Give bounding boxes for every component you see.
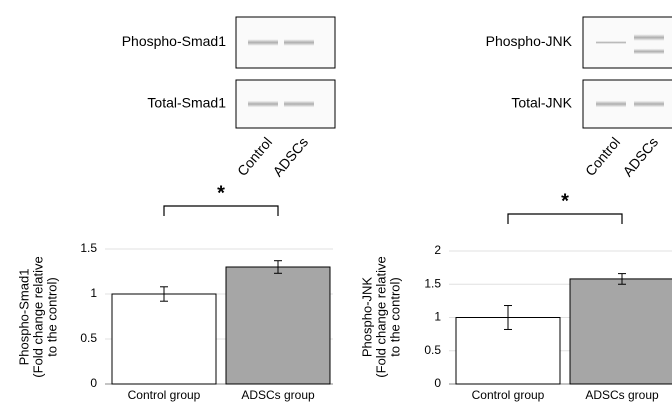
blot-label: Total-Smad1 <box>147 95 226 111</box>
blot-band <box>248 101 278 108</box>
significance-bracket <box>164 206 278 216</box>
significance-bracket <box>508 214 622 224</box>
y-axis-label: (Fold change relative <box>373 256 388 377</box>
bar <box>570 279 672 384</box>
y-tick-label: 1 <box>90 286 97 300</box>
y-axis-label: Phospho-JNK <box>359 277 374 358</box>
lane-label: ADSCs <box>269 134 311 179</box>
blot-band <box>634 34 664 41</box>
x-tick-label: ADSCs group <box>241 388 315 402</box>
y-axis-label: to the control) <box>387 277 402 357</box>
y-axis-label: to the control) <box>44 277 59 357</box>
y-tick-label: 1.5 <box>424 276 441 290</box>
blot-band <box>634 101 664 108</box>
blot-band <box>634 49 664 55</box>
y-tick-label: 1.5 <box>80 241 97 255</box>
x-tick-label: Control group <box>472 388 545 402</box>
lane-label: Control <box>234 134 275 179</box>
y-tick-label: 0.5 <box>80 331 97 345</box>
y-tick-label: 0 <box>434 376 441 390</box>
blot-band <box>596 101 626 108</box>
y-tick-label: 2 <box>434 243 441 257</box>
x-tick-label: Control group <box>128 388 201 402</box>
y-tick-label: 0 <box>90 376 97 390</box>
y-tick-label: 1 <box>434 310 441 324</box>
blot-band <box>284 39 314 46</box>
lane-label: ADSCs <box>619 134 661 179</box>
figure: Phospho-Smad1Total-Smad1ControlADSCsPhos… <box>0 0 672 403</box>
blot-label: Total-JNK <box>511 95 572 111</box>
bar <box>226 267 330 384</box>
y-axis-label: Phospho-Smad1 <box>16 269 31 366</box>
blot-label: Phospho-JNK <box>486 33 573 49</box>
bar <box>112 294 216 384</box>
blot-label: Phospho-Smad1 <box>122 33 227 49</box>
significance-marker: * <box>217 182 225 204</box>
significance-marker: * <box>561 190 569 212</box>
y-axis-label: (Fold change relative <box>30 256 45 377</box>
blot-band <box>284 101 314 108</box>
blot-band <box>596 41 626 44</box>
lane-label: Control <box>582 134 623 179</box>
x-tick-label: ADSCs group <box>585 388 659 402</box>
blot-band <box>248 39 278 46</box>
y-tick-label: 0.5 <box>424 343 441 357</box>
